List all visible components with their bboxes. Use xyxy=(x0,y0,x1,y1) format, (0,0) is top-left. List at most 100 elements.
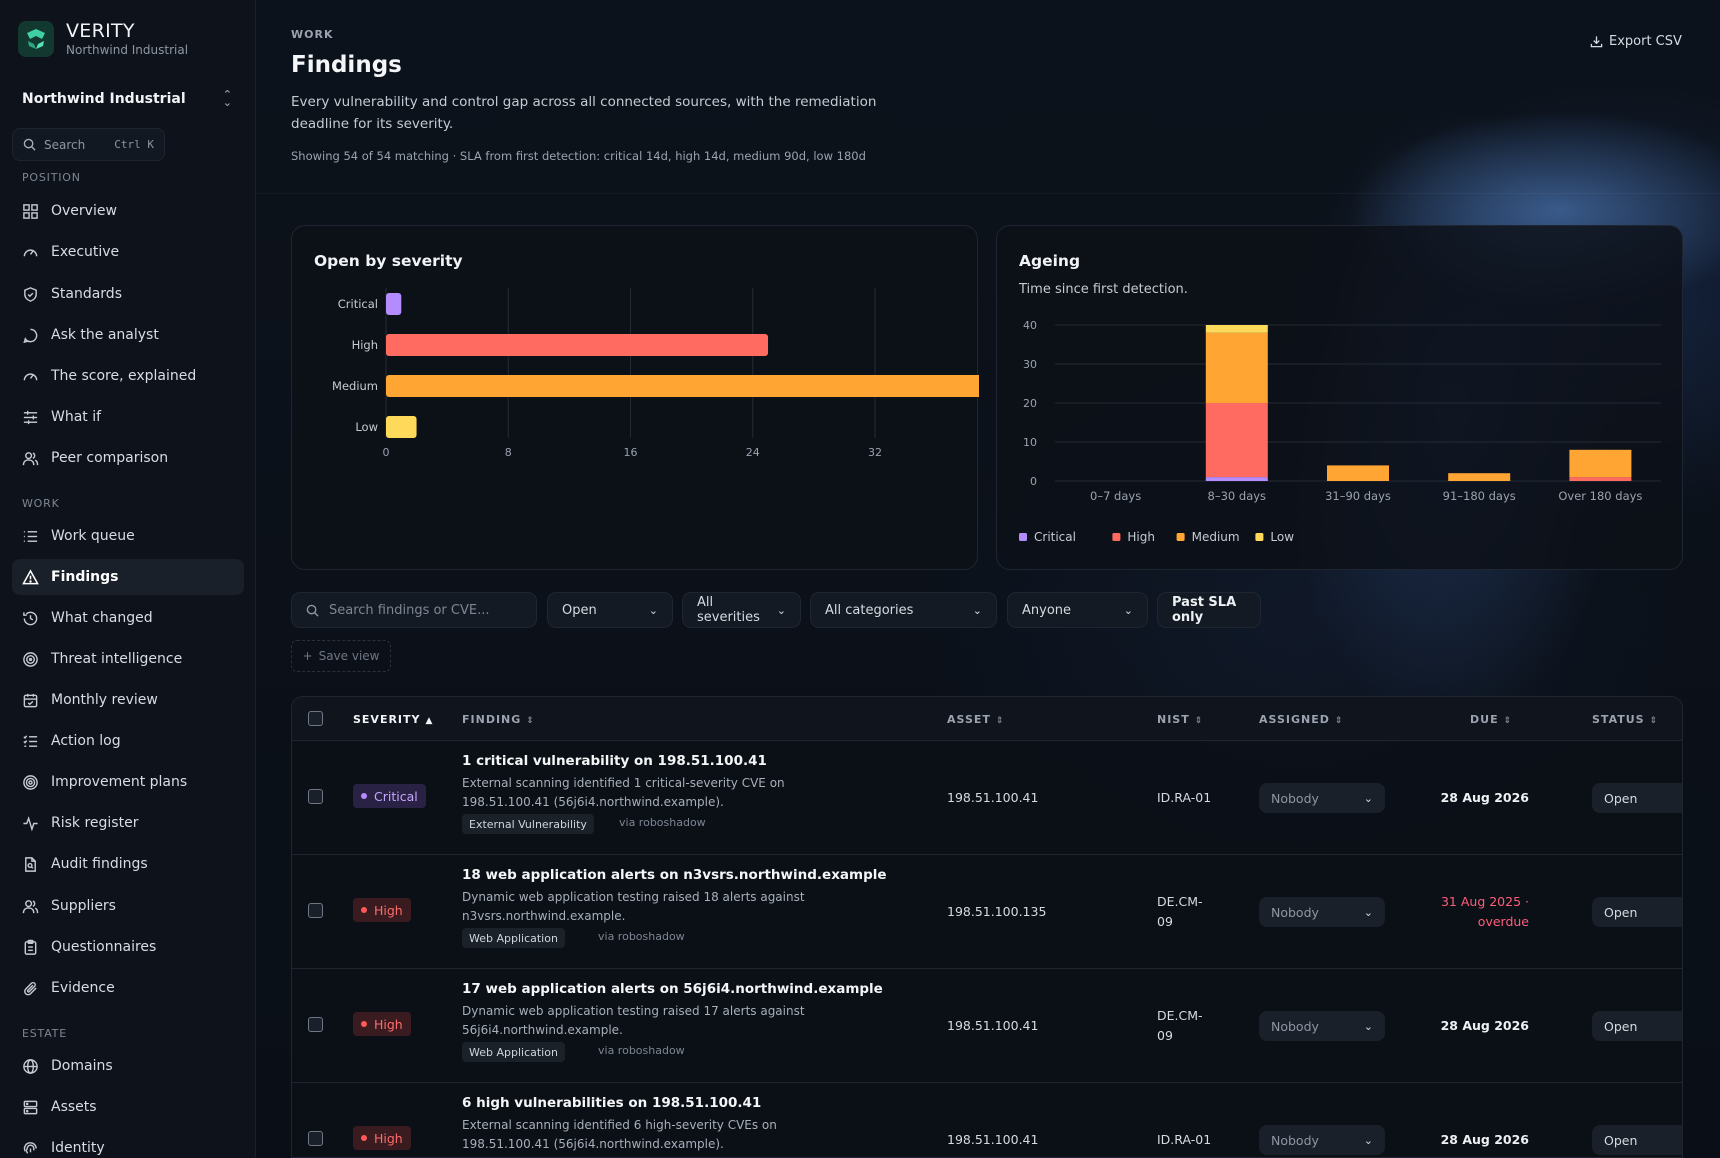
sidebar-item-executive[interactable]: Executive xyxy=(12,234,244,270)
table-row[interactable]: Critical 1 critical vulnerability on 198… xyxy=(292,741,1682,855)
sidebar-item-domains[interactable]: Domains xyxy=(12,1048,244,1084)
sidebar-item-what-if[interactable]: What if xyxy=(12,399,244,435)
status-select[interactable]: Open⌄ xyxy=(1592,1125,1682,1155)
nist-value: ID.RA-01 xyxy=(1157,1132,1212,1147)
status-select[interactable]: Open⌄ xyxy=(1592,1011,1682,1041)
finding-title[interactable]: 18 web application alerts on n3vsrs.nort… xyxy=(462,867,887,883)
sidebar-item-risk-register[interactable]: Risk register xyxy=(12,805,244,841)
status-value: Open xyxy=(1604,904,1638,920)
assignee-value: Nobody xyxy=(1271,1132,1319,1148)
export-csv-button[interactable]: Export CSV xyxy=(1590,34,1682,49)
table-row[interactable]: High 17 web application alerts on 56j6i4… xyxy=(292,969,1682,1083)
column-nist[interactable]: NIST ⇕ xyxy=(1157,713,1203,726)
column-status[interactable]: STATUS ⇕ xyxy=(1592,713,1658,726)
sidebar-item-evidence[interactable]: Evidence xyxy=(12,970,244,1006)
assignee-value: Nobody xyxy=(1271,904,1319,920)
table-row[interactable]: High 6 high vulnerabilities on 198.51.10… xyxy=(292,1083,1682,1157)
severity-label: High xyxy=(374,1130,403,1146)
severity-filter-value: All severities xyxy=(697,595,760,625)
save-view-button[interactable]: + Save view xyxy=(291,640,391,672)
row-checkbox[interactable] xyxy=(308,789,323,804)
ageing-stacked-bar-chart: 0 10 20 30 40 0–7 days 8–30 days 31–90 days 91–1… xyxy=(1019,319,1661,544)
shield-icon xyxy=(24,286,37,302)
main-content: WORK Findings Every vulnerability and co… xyxy=(256,0,1720,1158)
row-checkbox[interactable] xyxy=(308,903,323,918)
finding-title[interactable]: 17 web application alerts on 56j6i4.nort… xyxy=(462,981,883,997)
sidebar-item-overview[interactable]: Overview xyxy=(12,193,244,229)
column-asset[interactable]: ASSET ⇕ xyxy=(947,713,1004,726)
status-select[interactable]: Open⌄ xyxy=(1592,783,1682,813)
legend-label: High xyxy=(1127,530,1155,544)
past-sla-toggle[interactable]: Past SLA only xyxy=(1157,592,1261,628)
header-divider xyxy=(256,193,1720,194)
sidebar-item-questionnaires[interactable]: Questionnaires xyxy=(12,929,244,965)
sidebar-item-what-changed[interactable]: What changed xyxy=(12,600,244,636)
severity-dot xyxy=(361,1021,367,1027)
sidebar-item-peer-comparison[interactable]: Peer comparison xyxy=(12,440,244,476)
finding-title[interactable]: 6 high vulnerabilities on 198.51.100.41 xyxy=(462,1095,762,1111)
history-icon xyxy=(23,611,38,625)
sidebar-item-ask-the-analyst[interactable]: Ask the analyst xyxy=(12,317,244,353)
assignee-select[interactable]: Nobody ⌄ xyxy=(1259,1011,1385,1041)
x-tick-label: 0 xyxy=(383,446,390,459)
brand[interactable]: VERITY Northwind Industrial xyxy=(18,20,188,58)
severity-label: Critical xyxy=(374,788,418,804)
severity-filter-select[interactable]: All severities ⌄ xyxy=(682,592,801,628)
column-label: DUE xyxy=(1470,713,1499,726)
sidebar-item-assets[interactable]: Assets xyxy=(12,1089,244,1125)
assignee-select[interactable]: Nobody ⌄ xyxy=(1259,897,1385,927)
findings-search-input[interactable]: Search findings or CVE... xyxy=(291,592,537,628)
nist-value: ID.RA-01 xyxy=(1157,790,1212,805)
column-finding[interactable]: FINDING ⇕ xyxy=(462,713,535,726)
x-tick-label: 0–7 days xyxy=(1090,489,1141,503)
status-filter-select[interactable]: Open ⌄ xyxy=(547,592,673,628)
sidebar-item-threat-intelligence[interactable]: Threat intelligence xyxy=(12,641,244,677)
finding-title[interactable]: 1 critical vulnerability on 198.51.100.4… xyxy=(462,753,767,769)
select-all-checkbox[interactable] xyxy=(308,711,323,726)
x-tick-label: 31–90 days xyxy=(1325,489,1391,503)
server-icon xyxy=(23,1100,38,1114)
severity-badge: Critical xyxy=(353,784,426,808)
column-label: NIST xyxy=(1157,713,1190,726)
sidebar-search[interactable]: Search Ctrl K xyxy=(12,128,165,161)
assignee-filter-select[interactable]: Anyone ⌄ xyxy=(1007,592,1148,628)
org-switcher[interactable]: Northwind Industrial ⌃ ⌄ xyxy=(12,80,242,118)
table-row[interactable]: High 18 web application alerts on n3vsrs… xyxy=(292,855,1682,969)
sidebar-item-score-explained[interactable]: The score, explained xyxy=(12,358,244,394)
brand-logo-icon xyxy=(18,21,54,57)
legend-swatch xyxy=(1255,533,1264,541)
row-checkbox[interactable] xyxy=(308,1017,323,1032)
assignee-select[interactable]: Nobody ⌄ xyxy=(1259,1125,1385,1155)
sidebar-item-identity[interactable]: Identity xyxy=(12,1130,244,1158)
row-checkbox[interactable] xyxy=(308,1131,323,1146)
column-severity[interactable]: SEVERITY ▲ xyxy=(353,713,433,726)
column-assigned[interactable]: ASSIGNED ⇕ xyxy=(1259,713,1343,726)
sidebar-item-standards[interactable]: Standards xyxy=(12,276,244,312)
sidebar-item-work-queue[interactable]: Work queue xyxy=(12,518,244,554)
sidebar-item-monthly-review[interactable]: Monthly review xyxy=(12,682,244,718)
export-csv-label: Export CSV xyxy=(1609,34,1682,49)
assignee-select[interactable]: Nobody ⌄ xyxy=(1259,783,1385,813)
bar-segment-medium xyxy=(1569,449,1632,478)
y-tick-label: 20 xyxy=(1023,397,1037,410)
assignee-filter-value: Anyone xyxy=(1022,602,1072,618)
column-label: FINDING xyxy=(462,713,522,726)
sidebar-item-findings[interactable]: Findings xyxy=(12,559,244,595)
clipboard-icon xyxy=(24,939,37,955)
bar-segment-high xyxy=(1205,403,1268,478)
status-select[interactable]: Open⌄ xyxy=(1592,897,1682,927)
finding-description: Dynamic web application testing raised 1… xyxy=(462,1004,805,1037)
sidebar-item-improvement-plans[interactable]: Improvement plans xyxy=(12,764,244,800)
category-filter-select[interactable]: All categories ⌄ xyxy=(810,592,997,628)
x-tick-label: 32 xyxy=(868,446,882,459)
sort-icon: ⇕ xyxy=(1334,716,1344,726)
sidebar-item-suppliers[interactable]: Suppliers xyxy=(12,888,244,924)
x-tick-label: 91–180 days xyxy=(1443,489,1516,503)
column-due[interactable]: DUE ⇕ xyxy=(1470,713,1512,726)
gauge-icon xyxy=(23,248,38,256)
sidebar-item-audit-findings[interactable]: Audit findings xyxy=(12,846,244,882)
sidebar-item-action-log[interactable]: Action log xyxy=(12,723,244,759)
sidebar-item-label: What changed xyxy=(51,610,153,626)
source-label: via roboshadow xyxy=(619,816,706,829)
column-label: ASSET xyxy=(947,713,991,726)
